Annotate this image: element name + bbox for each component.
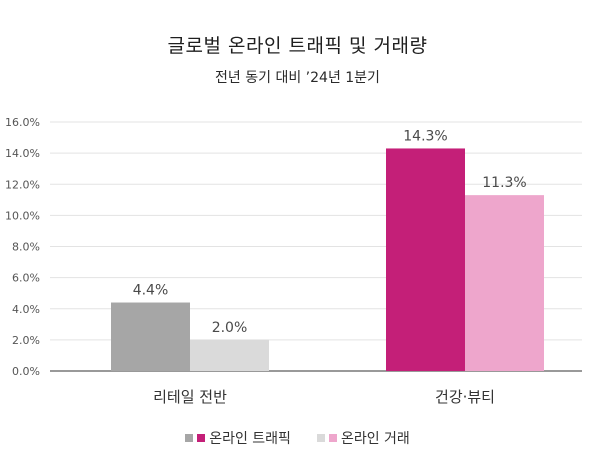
chart-title: 글로벌 온라인 트래픽 및 거래량: [167, 35, 428, 57]
legend-swatch-transactions-beauty: [328, 434, 337, 442]
y-tick-label: 4.0%: [12, 303, 40, 316]
data-label-traffic-beauty: 14.3%: [403, 128, 447, 144]
legend-item-transactions: 온라인 거래: [316, 428, 410, 448]
y-tick-label: 0.0%: [12, 365, 40, 378]
legend-swatch-traffic-retail: [185, 434, 194, 442]
y-tick-label: 2.0%: [12, 334, 40, 347]
x-category-label: 건강·뷰티: [435, 388, 495, 406]
data-label-traffic-retail: 4.4%: [133, 283, 169, 299]
bar-traffic-beauty: [386, 148, 465, 371]
data-label-transactions-beauty: 11.3%: [482, 175, 526, 191]
y-tick-label: 16.0%: [5, 116, 40, 129]
y-tick-label: 8.0%: [12, 241, 40, 254]
x-category-label: 리테일 전반: [153, 388, 227, 406]
bar-transactions-retail: [190, 339, 269, 371]
legend-label-transactions: 온라인 거래: [340, 431, 410, 447]
chart-subtitle: 전년 동기 대비 ’24년 1분기: [215, 70, 380, 86]
bar-traffic-retail: [111, 302, 190, 371]
y-tick-label: 10.0%: [5, 209, 40, 222]
y-tick-label: 14.0%: [5, 147, 40, 160]
legend-swatch-transactions-retail: [316, 434, 325, 442]
legend: 온라인 트래픽 온라인 거래: [0, 428, 595, 448]
legend-swatch-traffic-beauty: [197, 434, 206, 442]
data-label-transactions-retail: 2.0%: [212, 320, 248, 336]
y-tick-label: 12.0%: [5, 178, 40, 191]
bar-transactions-beauty: [465, 195, 544, 371]
y-tick-label: 6.0%: [12, 272, 40, 285]
legend-label-traffic: 온라인 트래픽: [209, 431, 291, 447]
legend-item-traffic: 온라인 트래픽: [185, 428, 291, 448]
